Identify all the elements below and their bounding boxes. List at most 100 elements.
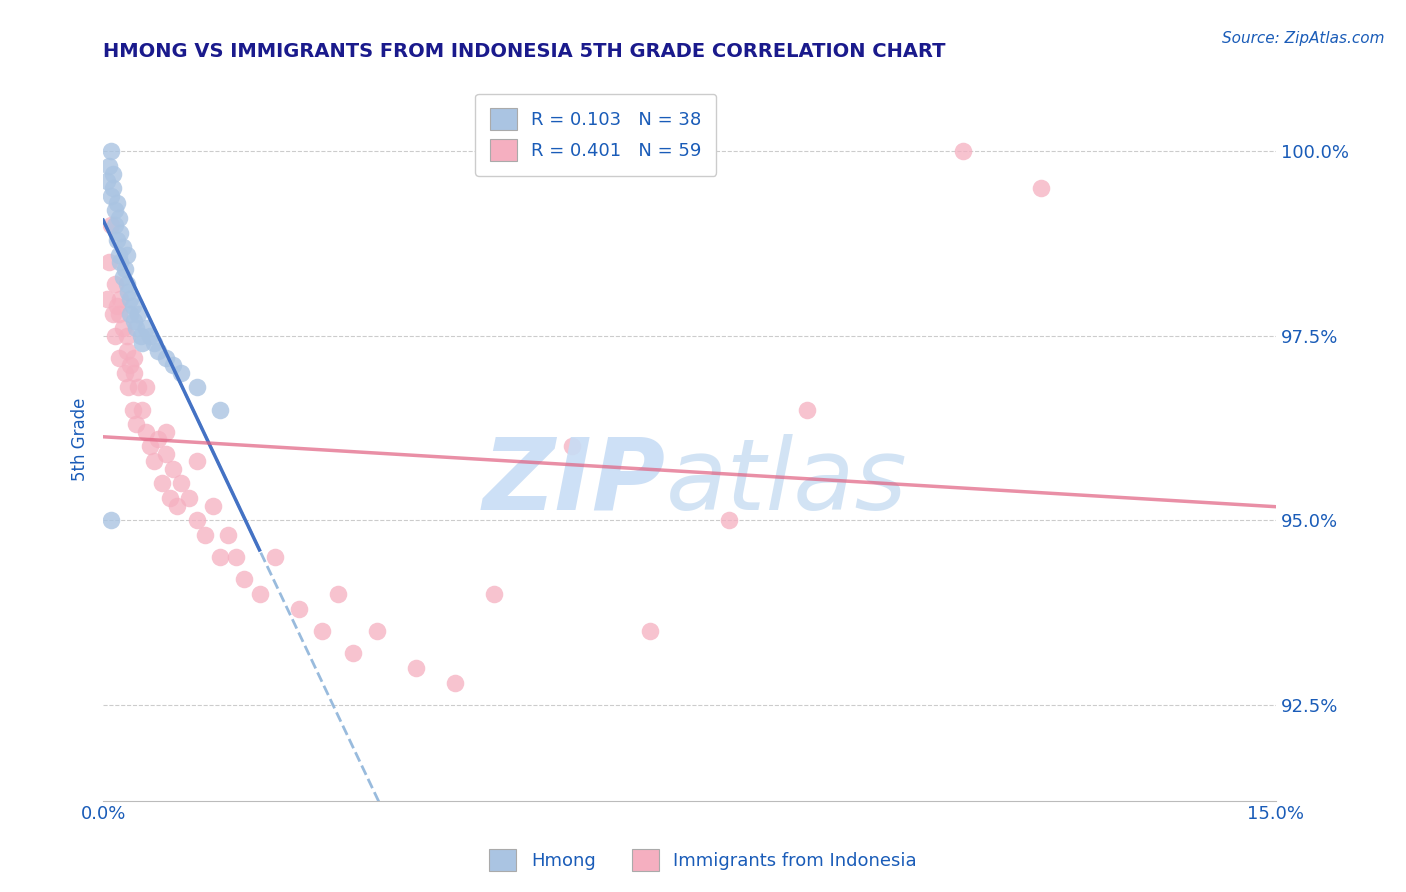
Point (120, 307, 142, 321)
Point (287, 602, 309, 616)
Point (162, 461, 184, 475)
Point (100, 145, 122, 159)
Point (104, 277, 127, 292)
Y-axis label: 5th Grade: 5th Grade (72, 398, 89, 481)
Point (249, 587, 271, 601)
Point (139, 440, 162, 454)
Point (121, 299, 143, 313)
Point (561, 440, 583, 454)
Point (117, 380, 139, 394)
Point (217, 528, 239, 542)
Point (209, 550, 232, 565)
Point (111, 321, 134, 335)
Point (124, 314, 146, 328)
Point (96, 174, 118, 188)
Point (96, 292, 118, 306)
Point (98, 255, 121, 269)
Point (717, 513, 740, 527)
Point (155, 447, 177, 461)
Point (110, 226, 132, 240)
Point (129, 328, 152, 343)
Point (125, 321, 148, 335)
Point (366, 624, 388, 638)
Point (115, 277, 138, 292)
Point (201, 499, 224, 513)
Point (135, 380, 157, 394)
Point (444, 675, 467, 690)
Point (120, 292, 142, 306)
Point (101, 181, 124, 195)
Point (100, 513, 122, 527)
Point (127, 380, 149, 394)
Point (194, 528, 217, 542)
Point (342, 646, 364, 660)
Point (111, 269, 134, 284)
Point (131, 336, 153, 351)
Point (186, 380, 208, 394)
Point (98, 159, 121, 173)
Text: atlas: atlas (666, 434, 908, 531)
Point (124, 366, 146, 380)
Legend: Hmong, Immigrants from Indonesia: Hmong, Immigrants from Indonesia (482, 842, 924, 879)
Point (107, 247, 129, 261)
Point (120, 359, 142, 373)
Point (159, 491, 181, 505)
Point (796, 402, 818, 417)
Point (103, 167, 125, 181)
Point (100, 218, 122, 232)
Point (124, 351, 146, 365)
Point (105, 299, 128, 313)
Point (117, 285, 139, 299)
Point (107, 351, 129, 365)
Point (155, 351, 177, 365)
Point (110, 255, 132, 269)
Point (121, 402, 143, 417)
Point (155, 425, 177, 439)
Text: ZIP: ZIP (484, 434, 666, 531)
Point (115, 343, 138, 358)
Point (105, 233, 128, 247)
Point (107, 211, 129, 225)
Point (127, 307, 149, 321)
Point (186, 454, 208, 468)
Point (1031, 181, 1053, 195)
Point (640, 624, 662, 638)
Point (170, 476, 193, 491)
Point (225, 550, 247, 565)
Point (114, 262, 136, 277)
Point (104, 328, 127, 343)
Point (101, 307, 124, 321)
Point (139, 328, 162, 343)
Point (142, 454, 165, 468)
Point (264, 550, 287, 565)
Point (482, 587, 505, 601)
Point (405, 661, 427, 675)
Text: Source: ZipAtlas.com: Source: ZipAtlas.com (1222, 31, 1385, 46)
Point (115, 328, 138, 343)
Point (105, 196, 128, 211)
Point (115, 247, 138, 261)
Point (114, 366, 136, 380)
Point (170, 366, 193, 380)
Text: HMONG VS IMMIGRANTS FROM INDONESIA 5TH GRADE CORRELATION CHART: HMONG VS IMMIGRANTS FROM INDONESIA 5TH G… (103, 42, 946, 61)
Point (135, 425, 157, 439)
Point (186, 513, 208, 527)
Point (326, 587, 349, 601)
Point (100, 188, 122, 202)
Point (125, 417, 148, 432)
Point (952, 145, 974, 159)
Point (107, 307, 129, 321)
Point (311, 624, 333, 638)
Point (146, 432, 169, 446)
Point (232, 572, 254, 586)
Point (142, 336, 165, 351)
Point (135, 321, 157, 335)
Point (104, 218, 127, 232)
Point (146, 343, 169, 358)
Point (166, 499, 188, 513)
Point (110, 292, 132, 306)
Point (162, 359, 184, 373)
Point (209, 402, 232, 417)
Point (179, 491, 201, 505)
Point (111, 240, 134, 254)
